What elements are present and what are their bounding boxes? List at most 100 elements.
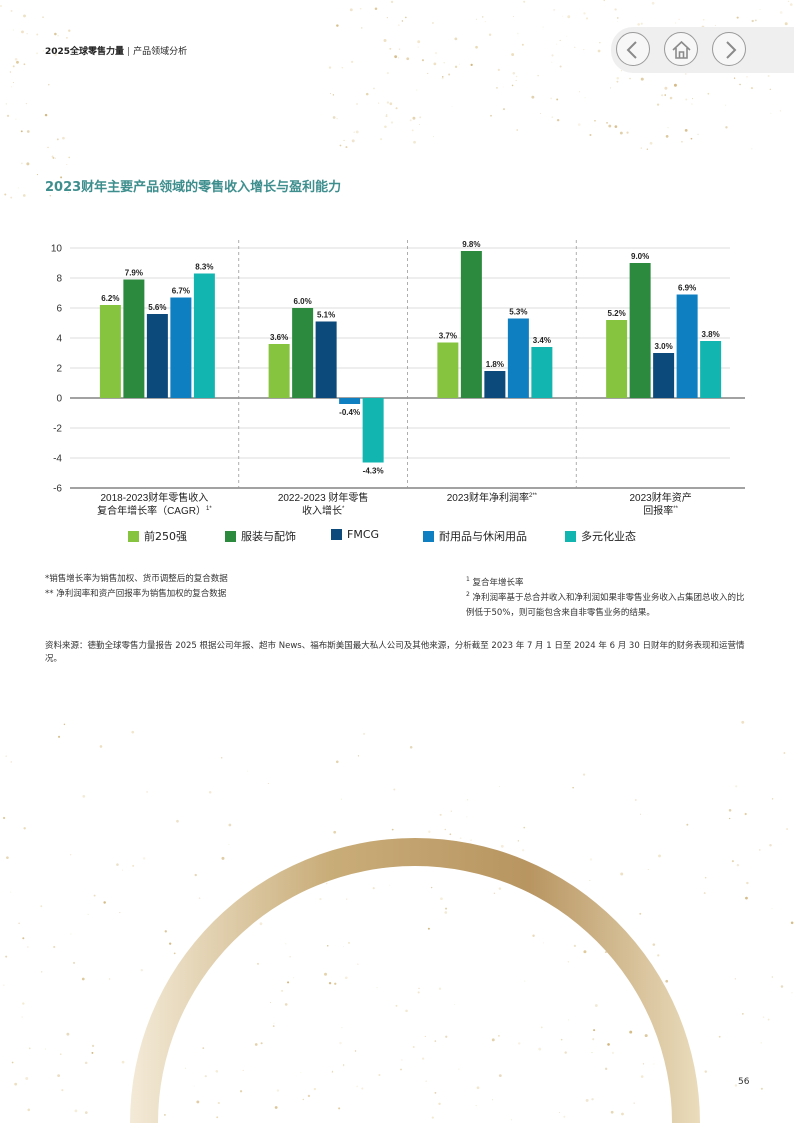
x-category-label: 2023财年资产 [630, 491, 692, 504]
bar-value-label: 6.0% [294, 297, 312, 306]
bar-FMCG [315, 321, 337, 398]
bar-服装与配饰 [460, 251, 482, 398]
y-tick-label: 4 [56, 334, 62, 345]
legend-item: 服装与配饰 [225, 528, 296, 544]
bar-value-label: 6.9% [678, 284, 696, 293]
bar-value-label: 7.9% [125, 269, 143, 278]
footnote-right-1-text: 复合年增长率 [472, 577, 524, 588]
bar-value-label: 6.7% [172, 287, 190, 296]
bar-value-label: 5.3% [509, 308, 527, 317]
header-separator: | [127, 47, 131, 57]
x-category-label-line2: 收入增长* [302, 504, 345, 517]
home-icon [672, 40, 691, 59]
bar-耐用品与休闲用品 [676, 294, 698, 398]
grouped-bar-chart: 10 8 6 4 2 0 -2 -4 -6 6.2% 7.9% 5.6% 6.7% 8.3% 3.6% 6.… [51, 240, 745, 517]
legend-item: 多元化业态 [565, 528, 636, 544]
legend-swatch [423, 530, 434, 542]
footnote-left-2: ** 净利润率和资产回报率为销售加权的复合数据 [45, 589, 227, 599]
x-category-label: 2022-2023 财年零售 [278, 491, 369, 504]
bar-value-label: 9.0% [631, 252, 649, 261]
y-tick-label: 2 [56, 364, 62, 375]
footnote-right-1: 1 复合年增长率 [466, 572, 524, 591]
footnote-right-2-text: 净利润率基于总合并收入和净利润如果非零售业务收入占集团总收入的比例低于50%，则… [466, 592, 745, 618]
report-name: 2025全球零售力量 [45, 47, 125, 57]
x-category-label: 2018-2023财年零售收入 [100, 491, 208, 504]
chart-title: 2023财年主要产品领域的零售收入增长与盈利能力 [45, 180, 342, 195]
bar-前250强 [268, 344, 290, 398]
section-name: 产品领域分析 [133, 47, 188, 57]
bar-value-label: 5.2% [608, 309, 626, 318]
bar-耐用品与休闲用品 [170, 297, 192, 398]
bar-value-label: 3.8% [702, 330, 720, 339]
x-category-sup: ** [673, 506, 678, 512]
bar-多元化业态 [193, 273, 215, 398]
y-tick-label: -6 [53, 484, 62, 495]
y-tick-label: 0 [56, 394, 62, 405]
legend-item: FMCG [331, 528, 379, 541]
bar-value-label: 1.8% [486, 360, 504, 369]
footnote-right-2: 2 净利润率基于总合并收入和净利润如果非零售业务收入占集团总收入的比例低于50%… [466, 587, 748, 621]
bar-value-label: 3.7% [439, 332, 457, 341]
bar-服装与配饰 [292, 308, 314, 398]
bar-value-label: 3.4% [533, 336, 551, 345]
legend-swatch [565, 530, 576, 542]
bar-value-label: 5.6% [148, 303, 166, 312]
chevron-left-icon [626, 41, 637, 59]
bar-多元化业态 [362, 398, 384, 463]
bar-value-label: 3.6% [270, 333, 288, 342]
bar-FMCG [484, 371, 506, 398]
x-category-sup: 2** [529, 493, 538, 499]
page-number: 56 [738, 1077, 750, 1087]
bar-耐用品与休闲用品 [339, 398, 361, 404]
bar-value-label: 9.8% [462, 240, 480, 249]
x-category-sup: * [342, 506, 345, 512]
legend-swatch [225, 530, 236, 542]
bar-多元化业态 [700, 341, 722, 398]
y-tick-label: 10 [51, 244, 63, 255]
home-button[interactable] [664, 32, 698, 66]
x-category-label: 2023财年净利润率2** [447, 491, 538, 504]
bar-value-label: 5.1% [317, 311, 335, 320]
legend-label: 前250强 [144, 530, 187, 543]
bar-服装与配饰 [123, 279, 145, 398]
footnote-marker-2: 2 [466, 591, 470, 598]
bar-value-label: 6.2% [101, 294, 119, 303]
bar-value-label: -4.3% [363, 467, 384, 476]
page-navigation [611, 27, 794, 73]
running-header: 2025全球零售力量 | 产品领域分析 [45, 44, 187, 57]
y-tick-label: -4 [53, 454, 62, 465]
bar-前250强 [99, 305, 121, 398]
footnote-marker-1: 1 [466, 576, 470, 583]
bar-value-label: 3.0% [655, 342, 673, 351]
previous-page-button[interactable] [616, 32, 650, 66]
footnote-left-1: *销售增长率为销售加权、货币调整后的复合数据 [45, 574, 228, 584]
chevron-right-icon [726, 41, 737, 59]
y-tick-label: 6 [56, 304, 62, 315]
legend-swatch [128, 530, 139, 542]
legend-label: 多元化业态 [581, 530, 636, 543]
bar-耐用品与休闲用品 [507, 318, 529, 398]
bar-FMCG [146, 314, 168, 398]
legend-item: 前250强 [128, 528, 187, 544]
bar-前250强 [437, 342, 459, 398]
bar-value-label: 8.3% [195, 263, 213, 272]
x-category-label-line2: 回报率** [643, 504, 678, 517]
bar-FMCG [653, 353, 675, 398]
legend-label: FMCG [347, 528, 380, 541]
legend-swatch [331, 529, 342, 540]
next-page-button[interactable] [712, 32, 746, 66]
legend-label: 耐用品与休闲用品 [439, 530, 527, 543]
bar-多元化业态 [531, 347, 553, 398]
legend-item: 耐用品与休闲用品 [423, 528, 527, 544]
x-category-label-line2: 复合年增长率（CAGR）1* [97, 504, 212, 517]
bar-前250强 [606, 320, 628, 398]
bar-value-label: -0.4% [339, 408, 360, 417]
legend-label: 服装与配饰 [241, 530, 296, 543]
y-tick-label: -2 [53, 424, 62, 435]
source-note: 资料来源：德勤全球零售力量报告 2025 根据公司年报、超市 News、福布斯美… [45, 641, 745, 664]
bar-服装与配饰 [629, 263, 651, 398]
x-category-sup: 1* [206, 506, 212, 512]
y-tick-label: 8 [56, 274, 62, 285]
